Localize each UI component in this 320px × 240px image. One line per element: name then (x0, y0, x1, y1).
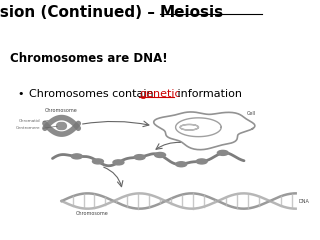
Circle shape (196, 159, 207, 164)
Text: Cell Division (Continued) –: Cell Division (Continued) – (0, 6, 160, 20)
Text: genetic: genetic (139, 89, 181, 99)
Text: Chromosomes are DNA!: Chromosomes are DNA! (10, 52, 167, 65)
Circle shape (71, 154, 82, 159)
Text: Centromere: Centromere (16, 126, 40, 130)
Text: DNA: DNA (299, 198, 309, 204)
Circle shape (217, 150, 228, 155)
Circle shape (176, 162, 187, 167)
Circle shape (92, 159, 103, 164)
Text: Cell: Cell (247, 111, 256, 116)
Text: Meiosis: Meiosis (160, 6, 224, 20)
Text: •: • (18, 89, 24, 99)
Text: Chromosome: Chromosome (45, 108, 78, 113)
Text: Chromatid: Chromatid (19, 119, 40, 123)
Text: information: information (174, 89, 243, 99)
Text: Chromosomes contain: Chromosomes contain (29, 89, 157, 99)
Circle shape (134, 155, 145, 160)
Circle shape (155, 152, 165, 157)
Text: Chromosome: Chromosome (76, 211, 108, 216)
Circle shape (113, 160, 124, 165)
